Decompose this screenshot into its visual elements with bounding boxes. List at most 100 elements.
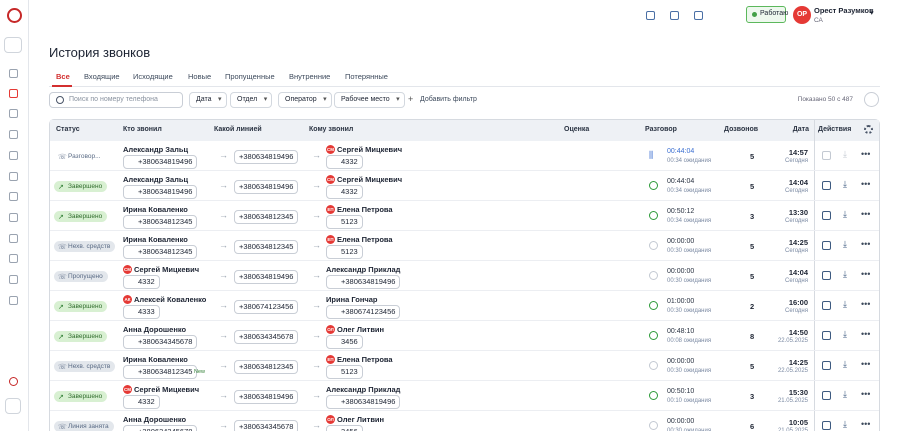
comment-action[interactable] (822, 421, 831, 430)
caller-phone[interactable]: +380634812345 (123, 215, 198, 229)
caller-phone[interactable]: 4332 (123, 275, 160, 289)
comment-action[interactable] (822, 211, 831, 220)
play-icon[interactable] (649, 331, 658, 340)
callee-phone[interactable]: 5123 (326, 365, 363, 379)
more-action[interactable]: ••• (861, 149, 871, 159)
callee-name[interactable]: Олег Литвин (337, 415, 385, 424)
play-icon[interactable] (649, 361, 658, 370)
callee-phone[interactable]: 5123 (326, 215, 363, 229)
caller-name[interactable]: Александр Зальц (123, 175, 189, 184)
tab[interactable]: Входящие (84, 72, 120, 81)
play-icon[interactable] (649, 421, 658, 430)
comment-action[interactable] (822, 181, 831, 190)
nav-icon[interactable] (9, 172, 18, 181)
download-action[interactable]: ⤓ (843, 359, 847, 369)
nav-icon[interactable] (9, 254, 18, 263)
user-name[interactable]: Орест Разумков (814, 6, 874, 15)
tab[interactable]: Все (56, 72, 70, 81)
line-phone[interactable]: +380634345678 (234, 420, 299, 431)
nav-bottom[interactable] (5, 398, 21, 414)
caller-phone[interactable]: +380634819496 (123, 155, 198, 169)
search-nav[interactable] (4, 37, 22, 53)
line-phone[interactable]: +380634812345 (234, 240, 299, 254)
nav-icon[interactable] (9, 130, 18, 139)
download-action[interactable]: ⤓ (843, 239, 847, 249)
comment-action[interactable] (822, 151, 831, 160)
download-action[interactable]: ⤓ (843, 419, 847, 429)
caller-name[interactable]: Ирина Коваленко (123, 355, 188, 364)
status-button[interactable]: Работаю (746, 6, 788, 23)
line-phone[interactable]: +380634812345 (234, 360, 299, 374)
user-menu[interactable]: ▾ (870, 10, 874, 17)
callee-name[interactable]: Александр Приклад (326, 265, 401, 274)
add-filter[interactable]: Добавить фильтр (420, 96, 477, 103)
header-icon[interactable] (646, 11, 655, 20)
more-action[interactable]: ••• (861, 239, 871, 249)
play-icon[interactable] (649, 241, 658, 250)
settings-icon[interactable] (864, 125, 873, 134)
caller-phone[interactable]: +380634345678 (123, 335, 198, 349)
comment-action[interactable] (822, 331, 831, 340)
nav-icon[interactable] (9, 109, 18, 118)
callee-phone[interactable]: 4332 (326, 185, 363, 199)
comment-action[interactable] (822, 391, 831, 400)
tab[interactable]: Исходящие (133, 72, 173, 81)
nav-icon[interactable] (9, 192, 18, 201)
play-icon[interactable] (649, 301, 658, 310)
line-phone[interactable]: +380634345678 (234, 330, 299, 344)
callee-name[interactable]: Олег Литвин (337, 325, 385, 334)
download-action[interactable]: ⤓ (843, 269, 847, 279)
play-icon[interactable] (649, 181, 658, 190)
comment-action[interactable] (822, 271, 831, 280)
header-icon[interactable] (694, 11, 703, 20)
comment-action[interactable] (822, 361, 831, 370)
tab[interactable]: Потерянные (345, 72, 388, 81)
callee-name[interactable]: Елена Петрова (337, 205, 393, 214)
tab[interactable]: Пропущенные (225, 72, 275, 81)
caller-name[interactable]: Ирина Коваленко (123, 235, 188, 244)
caller-name[interactable]: Александр Зальц (123, 145, 189, 154)
caller-phone[interactable]: +380634345678 (123, 425, 198, 431)
caller-name[interactable]: Анна Дорошенко (123, 415, 187, 424)
callee-phone[interactable]: 4332 (326, 155, 363, 169)
line-phone[interactable]: +380634812345 (234, 210, 299, 224)
callee-phone[interactable]: +380674123456 (326, 305, 401, 319)
more-action[interactable]: ••• (861, 269, 871, 279)
filter[interactable]: Оператор ▾ (278, 92, 332, 108)
line-phone[interactable]: +380634819496 (234, 180, 299, 194)
download-action[interactable]: ⤓ (843, 149, 847, 159)
filter[interactable]: Отдел ▾ (230, 92, 273, 108)
download-action[interactable]: ⤓ (843, 299, 847, 309)
download-all[interactable] (864, 92, 879, 107)
callee-name[interactable]: Елена Петрова (337, 355, 393, 364)
play-icon[interactable] (649, 391, 658, 400)
nav-icon[interactable] (9, 89, 18, 98)
callee-name[interactable]: Ирина Гончар (326, 295, 378, 304)
more-action[interactable]: ••• (861, 179, 871, 189)
line-phone[interactable]: +380674123456 (234, 300, 299, 314)
more-action[interactable]: ••• (861, 299, 871, 309)
comment-action[interactable] (822, 301, 831, 310)
comment-action[interactable] (822, 241, 831, 250)
tab[interactable]: Новые (188, 72, 212, 81)
caller-name[interactable]: Алексей Коваленко (134, 295, 207, 304)
more-action[interactable]: ••• (861, 209, 871, 219)
caller-phone[interactable]: 4332 (123, 395, 160, 409)
callee-name[interactable]: Александр Приклад (326, 385, 401, 394)
filter[interactable]: Рабочее место ▾ (334, 92, 405, 108)
download-action[interactable]: ⤓ (843, 329, 847, 339)
user-avatar[interactable]: ОР (793, 6, 811, 24)
nav-icon[interactable] (9, 275, 18, 284)
line-phone[interactable]: +380634819496 (234, 270, 299, 284)
play-icon[interactable] (649, 271, 658, 280)
callee-phone[interactable]: 5123 (326, 245, 363, 259)
nav-icon[interactable] (9, 213, 18, 222)
download-action[interactable]: ⤓ (843, 389, 847, 399)
nav-icon[interactable] (9, 69, 18, 78)
line-phone[interactable]: +380634819496 (234, 150, 299, 164)
search-box[interactable]: Поиск по номеру телефона (49, 92, 183, 108)
download-action[interactable]: ⤓ (843, 179, 847, 189)
play-icon[interactable] (649, 211, 658, 220)
callee-phone[interactable]: +380634819496 (326, 275, 401, 289)
filter[interactable]: Дата ▾ (189, 92, 227, 108)
